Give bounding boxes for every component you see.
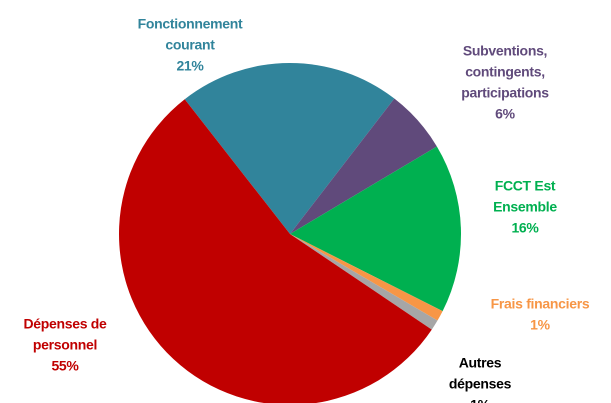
slice-label: personnel (33, 337, 97, 353)
value-label: 1% (530, 317, 550, 333)
slice-label: contingents, (465, 64, 545, 80)
pie-slice (290, 234, 443, 321)
slice-label: Ensemble (493, 199, 557, 215)
slice-label: Frais financiers (491, 296, 590, 312)
slice-label: dépenses (449, 376, 512, 392)
slice-label: Subventions, (463, 43, 547, 59)
pie-slice (290, 146, 461, 312)
value-label: 21% (176, 58, 204, 74)
pie-slice (290, 98, 437, 235)
slice-label: Dépenses de (23, 316, 107, 332)
value-label: 55% (51, 358, 79, 374)
slice-label: participations (461, 85, 549, 101)
pie-slice (119, 99, 432, 403)
pie-slice (184, 63, 395, 235)
value-label: 16% (511, 220, 539, 236)
value-label: 6% (495, 106, 515, 122)
value-label: 1% (470, 397, 490, 403)
slice-label: Autres (459, 355, 502, 371)
slice-label: Fonctionnement (138, 16, 243, 32)
slice-label: courant (165, 37, 215, 53)
pie-slice (290, 234, 438, 330)
slice-label: FCCT Est (495, 178, 556, 194)
